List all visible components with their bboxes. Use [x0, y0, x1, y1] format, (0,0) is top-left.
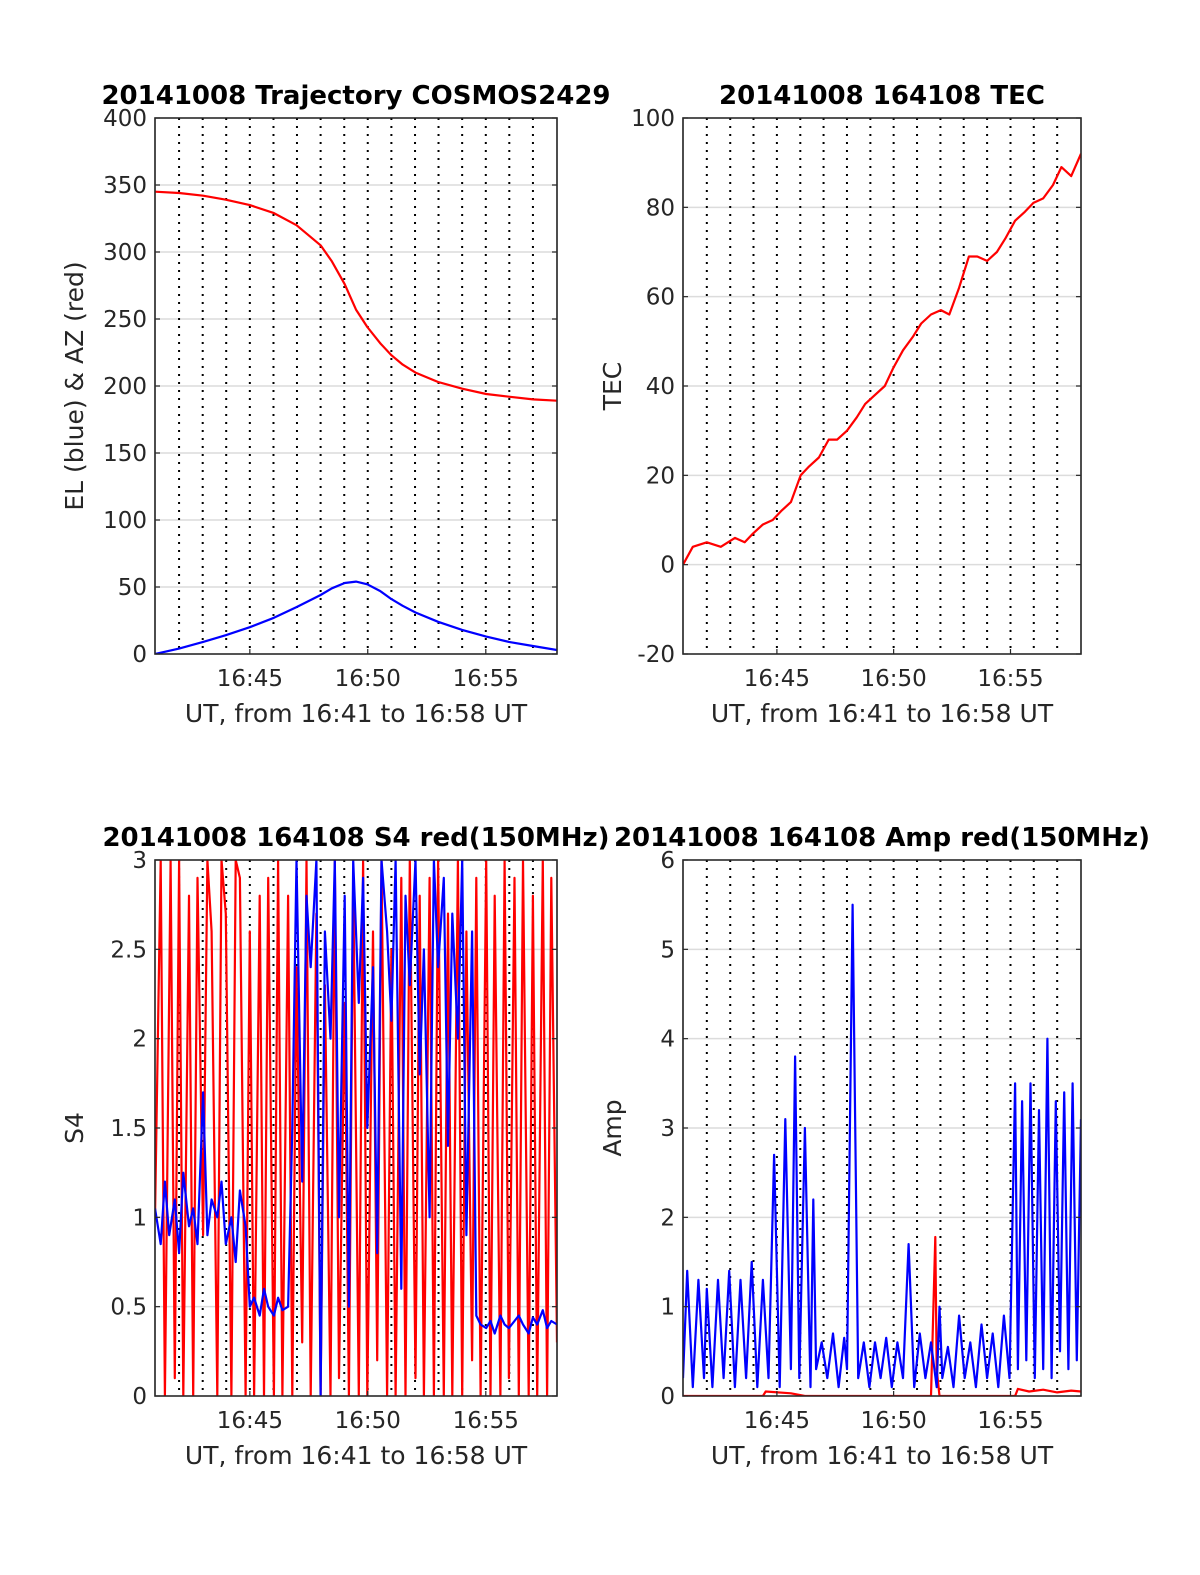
x-tick-label: 16:55: [453, 1408, 519, 1434]
panel-trajectory: 0 50 100 150 200 250 300 350 400 16:45 16:50 16:55 2…: [60, 81, 611, 728]
x-tick-label: 16:50: [335, 1408, 401, 1434]
x-tick-label: 16:45: [744, 1408, 810, 1434]
y-tick-label: 2: [660, 1205, 675, 1231]
series-line-amp-blue: [683, 903, 1081, 1389]
chart-title: 20141008 164108 Amp red(150MHz): [614, 823, 1150, 853]
y-axis-label: EL (blue) & AZ (red): [60, 261, 89, 510]
panel-amp: 0 1 2 3 4 5 6 16:45 16:50 16:55 20141008 164108 Am…: [598, 823, 1150, 1470]
y-tick-label: 1.5: [110, 1116, 147, 1142]
x-axis-label: UT, from 16:41 to 16:58 UT: [185, 1441, 528, 1470]
y-tick-label: 0: [660, 553, 675, 579]
y-tick-label: 20: [646, 463, 675, 489]
series-line-az: [155, 190, 557, 402]
x-tick-label: 16:55: [977, 666, 1043, 692]
y-tick-label: 150: [103, 441, 147, 467]
series-line-amp-red: [683, 1235, 1081, 1396]
y-tick-label: 1: [132, 1205, 147, 1231]
y-tick-label: 0: [132, 642, 147, 668]
series-line-s4-red: [155, 860, 557, 1396]
x-axis-label: UT, from 16:41 to 16:58 UT: [711, 1441, 1054, 1470]
y-tick-label: 6: [660, 848, 675, 874]
series-line-tec: [683, 153, 1081, 566]
y-tick-label: 100: [103, 508, 147, 534]
y-tick-label: 0.5: [110, 1295, 147, 1321]
y-tick-label: 5: [660, 937, 675, 963]
x-tick-label: 16:55: [453, 666, 519, 692]
y-tick-label: 350: [103, 173, 147, 199]
chart-title: 20141008 164108 TEC: [719, 81, 1045, 111]
panel-tec: -20 0 20 40 60 80 100 16:45 16:50 16:55 20141008 1…: [598, 81, 1082, 728]
y-axis-label: TEC: [598, 362, 627, 412]
x-tick-label: 16:50: [860, 1408, 926, 1434]
chart-title: 20141008 Trajectory COSMOS2429: [101, 81, 610, 111]
series-line-s4-blue: [155, 860, 557, 1396]
y-tick-label: 300: [103, 240, 147, 266]
x-tick-label: 16:50: [860, 666, 926, 692]
x-tick-label: 16:45: [744, 666, 810, 692]
y-tick-label: 200: [103, 374, 147, 400]
y-tick-label: 400: [103, 106, 147, 132]
y-tick-label: 100: [631, 106, 675, 132]
y-tick-label: -20: [637, 642, 675, 668]
x-axis-label: UT, from 16:41 to 16:58 UT: [711, 699, 1054, 728]
y-tick-label: 3: [660, 1116, 675, 1142]
y-tick-label: 250: [103, 307, 147, 333]
y-axis-label: S4: [60, 1112, 89, 1144]
y-tick-label: 60: [646, 285, 675, 311]
y-tick-label: 80: [646, 195, 675, 221]
y-tick-label: 1: [660, 1295, 675, 1321]
y-tick-label: 3: [132, 848, 147, 874]
series-line-el: [155, 580, 557, 654]
x-tick-label: 16:45: [217, 666, 283, 692]
x-axis-label: UT, from 16:41 to 16:58 UT: [185, 699, 528, 728]
y-tick-label: 4: [660, 1027, 675, 1053]
panel-s4: 0 0.5 1 1.5 2 2.5 3 16:45 16:50 16:55 20141008 164…: [60, 823, 610, 1470]
x-tick-label: 16:45: [217, 1408, 283, 1434]
y-tick-label: 2.5: [110, 937, 147, 963]
y-tick-label: 0: [660, 1384, 675, 1410]
x-tick-label: 16:50: [335, 666, 401, 692]
y-tick-label: 50: [118, 575, 147, 601]
chart-title: 20141008 164108 S4 red(150MHz): [102, 823, 609, 853]
y-tick-label: 2: [132, 1027, 147, 1053]
x-tick-label: 16:55: [977, 1408, 1043, 1434]
y-tick-label: 0: [132, 1384, 147, 1410]
y-tick-label: 40: [646, 374, 675, 400]
y-axis-label: Amp: [598, 1099, 627, 1156]
